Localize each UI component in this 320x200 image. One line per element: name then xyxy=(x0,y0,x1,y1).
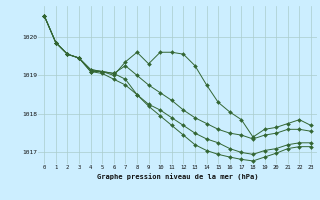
X-axis label: Graphe pression niveau de la mer (hPa): Graphe pression niveau de la mer (hPa) xyxy=(97,173,258,180)
